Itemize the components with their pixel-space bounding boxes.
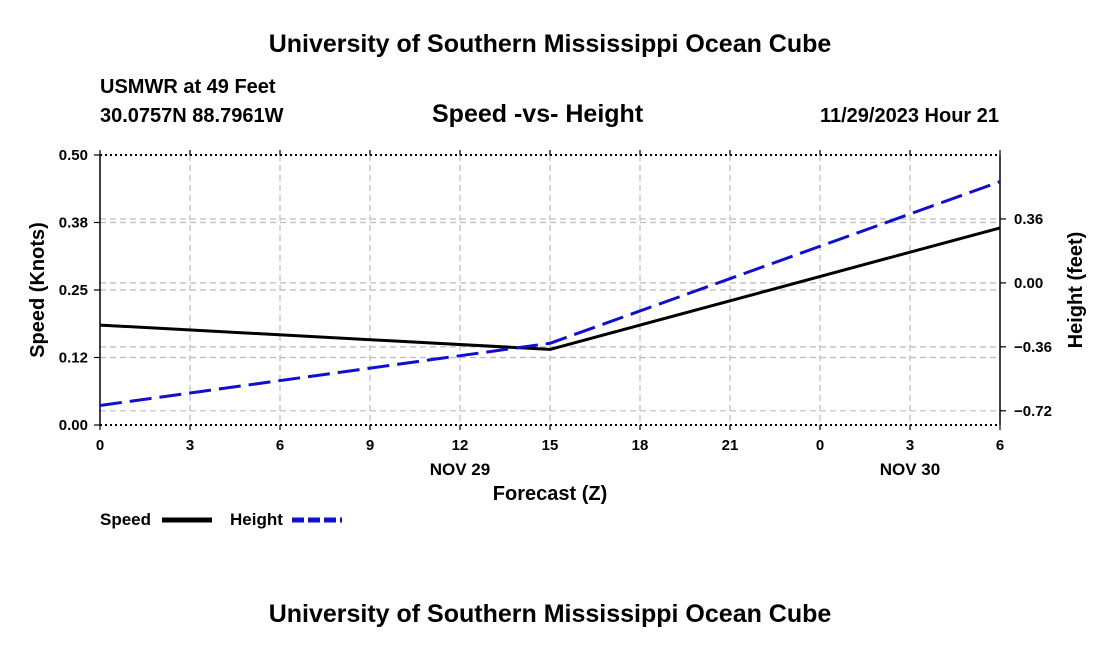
x-axis-title: Forecast (Z) [493, 483, 607, 505]
x-tick-label: 21 [722, 437, 739, 454]
series-speed-line [99, 226, 1001, 351]
date-label: NOV 29 [430, 460, 490, 479]
x-tick-label: 3 [186, 437, 194, 454]
y-tick-label: 0.50 [59, 147, 88, 164]
station-name: USMWR at 49 Feet [100, 76, 276, 98]
legend-speed-swatch [162, 517, 212, 523]
series-height-line [99, 180, 1001, 407]
x-tick-label: 9 [366, 437, 374, 454]
forecast-datetime: 11/29/2023 Hour 21 [819, 105, 999, 127]
date-label: NOV 30 [880, 460, 940, 479]
station-coordinates: 30.0757N 88.7961W [100, 105, 284, 127]
y2-tick-label: −0.36 [1014, 339, 1052, 356]
y2-axis-title: Height (feet) [1065, 232, 1087, 349]
legend-height-swatch [292, 517, 342, 523]
x-tick-label: 6 [996, 437, 1004, 454]
x-tick-label: 18 [632, 437, 649, 454]
y-axis-title: Speed (Knots) [27, 222, 49, 358]
x-tick-label: 12 [452, 437, 469, 454]
page-title: University of Southern Mississippi Ocean… [268, 30, 832, 58]
x-tick-label: 15 [542, 437, 559, 454]
x-tick-label: 6 [276, 437, 284, 454]
y2-tick-label: −0.72 [1014, 403, 1052, 420]
y2-tick-label: 0.36 [1014, 211, 1043, 228]
footer-title: University of Southern Mississippi Ocean… [268, 600, 832, 628]
y-tick-label: 0.00 [59, 417, 88, 434]
axis-labels: 0 3 6 9 12 15 18 21 0 3 6 NOV 29 NOV 30 0.00 0.12 0.25 0… [27, 147, 1087, 505]
x-tick-label: 3 [906, 437, 914, 454]
legend-height-label: Height [230, 510, 283, 529]
legend-speed-label: Speed [100, 510, 152, 529]
y2-tick-label: 0.00 [1014, 275, 1043, 292]
axes [94, 150, 1006, 430]
y-tick-label: 0.12 [59, 350, 88, 367]
chart-title: Speed -vs- Height [432, 100, 644, 128]
y-tick-label: 0.25 [59, 282, 88, 299]
y-tick-label: 0.38 [59, 215, 88, 232]
grid [100, 155, 1000, 425]
x-tick-label: 0 [96, 437, 104, 454]
speed-height-chart: 0 3 6 9 12 15 18 21 0 3 6 NOV 29 NOV 30 0.00 0.12 0.25 0… [27, 147, 1087, 505]
x-tick-label: 0 [816, 437, 824, 454]
series [99, 180, 1001, 407]
